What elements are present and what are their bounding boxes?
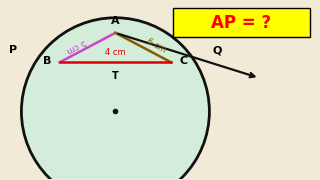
Text: Q: Q [213,45,222,55]
FancyBboxPatch shape [173,8,310,37]
Text: C: C [179,55,187,66]
Ellipse shape [21,18,209,180]
Text: AP = ?: AP = ? [211,14,271,32]
Text: P: P [9,45,18,55]
Text: 5 cm: 5 cm [65,37,88,55]
Text: 4 cm: 4 cm [105,48,126,57]
Text: B: B [43,55,52,66]
Text: A: A [111,16,120,26]
Text: 6 cm: 6 cm [145,37,167,55]
Text: T: T [112,71,119,81]
